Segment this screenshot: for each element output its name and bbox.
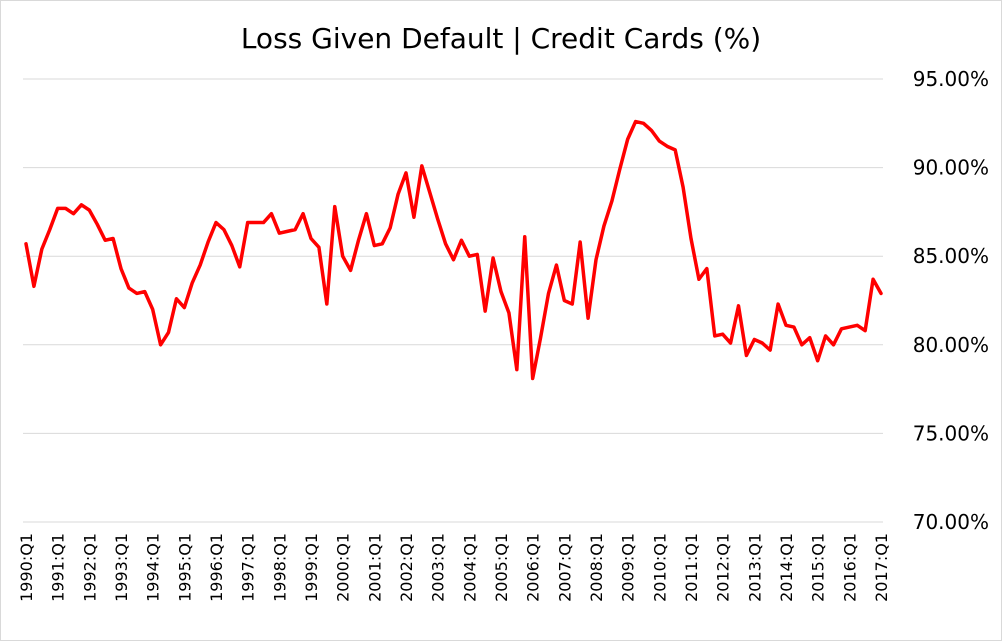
x-tick-label: 2002:Q1 [397, 533, 416, 602]
x-tick-label: 1990:Q1 [17, 533, 36, 602]
x-tick-label: 2000:Q1 [334, 533, 353, 602]
x-tick-label: 1991:Q1 [49, 533, 68, 602]
x-tick-label: 1994:Q1 [144, 533, 163, 602]
x-tick-label: 2006:Q1 [524, 533, 543, 602]
y-tick-label: 85.00% [913, 244, 989, 268]
x-tick-label: 2010:Q1 [650, 533, 669, 602]
chart-title: Loss Given Default | Credit Cards (%) [241, 22, 761, 55]
x-tick-label: 2014:Q1 [777, 533, 796, 602]
x-tick-label: 2016:Q1 [840, 533, 859, 602]
x-tick-label: 2012:Q1 [714, 533, 733, 602]
x-tick-label: 2004:Q1 [460, 533, 479, 602]
y-tick-label: 80.00% [913, 333, 989, 357]
y-axis-ticks: 95.00% 90.00% 85.00% 80.00% 75.00% 70.00% [913, 67, 989, 534]
y-tick-label: 70.00% [913, 510, 989, 534]
x-tick-label: 2001:Q1 [365, 533, 384, 602]
x-tick-label: 1996:Q1 [207, 533, 226, 602]
gridlines [23, 78, 883, 523]
x-tick-label: 1993:Q1 [112, 533, 131, 602]
series-layer [24, 119, 883, 381]
y-tick-label: 75.00% [913, 421, 989, 445]
x-tick-label: 2008:Q1 [587, 533, 606, 602]
x-tick-label: 2015:Q1 [809, 533, 828, 602]
x-tick-label: 2013:Q1 [745, 533, 764, 602]
x-tick-label: 1998:Q1 [270, 533, 289, 602]
x-axis-ticks: 1990:Q1 1991:Q1 1992:Q1 1993:Q1 1994:Q1 1995:… [17, 533, 891, 602]
x-tick-label: 1997:Q1 [239, 533, 258, 602]
x-tick-label: 1995:Q1 [175, 533, 194, 602]
y-tick-label: 95.00% [913, 67, 989, 91]
x-tick-label: 2003:Q1 [429, 533, 448, 602]
x-tick-label: 1999:Q1 [302, 533, 321, 602]
y-tick-label: 90.00% [913, 156, 989, 180]
x-tick-label: 2009:Q1 [619, 533, 638, 602]
series-line [24, 119, 883, 381]
x-tick-label: 2011:Q1 [682, 533, 701, 602]
x-tick-label: 2017:Q1 [872, 533, 891, 602]
x-tick-label: 2007:Q1 [555, 533, 574, 602]
x-tick-label: 1992:Q1 [80, 533, 99, 602]
x-tick-label: 2005:Q1 [492, 533, 511, 602]
